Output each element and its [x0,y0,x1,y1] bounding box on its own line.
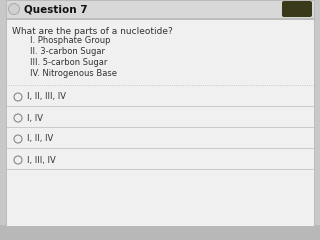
Text: II. 3-carbon Sugar: II. 3-carbon Sugar [30,47,105,56]
Text: What are the parts of a nucleotide?: What are the parts of a nucleotide? [12,27,173,36]
Text: I, II, III, IV: I, II, III, IV [27,92,66,102]
FancyBboxPatch shape [6,8,314,226]
Circle shape [9,4,20,14]
Text: I, IV: I, IV [27,114,43,122]
Text: Question 7: Question 7 [24,4,88,14]
Text: I, III, IV: I, III, IV [27,156,56,164]
FancyBboxPatch shape [0,225,320,240]
FancyBboxPatch shape [282,1,312,17]
Text: III. 5-carbon Sugar: III. 5-carbon Sugar [30,58,108,67]
Text: IV. Nitrogenous Base: IV. Nitrogenous Base [30,69,117,78]
FancyBboxPatch shape [6,0,314,18]
Text: I. Phosphate Group: I. Phosphate Group [30,36,110,45]
Text: I, II, IV: I, II, IV [27,134,53,144]
